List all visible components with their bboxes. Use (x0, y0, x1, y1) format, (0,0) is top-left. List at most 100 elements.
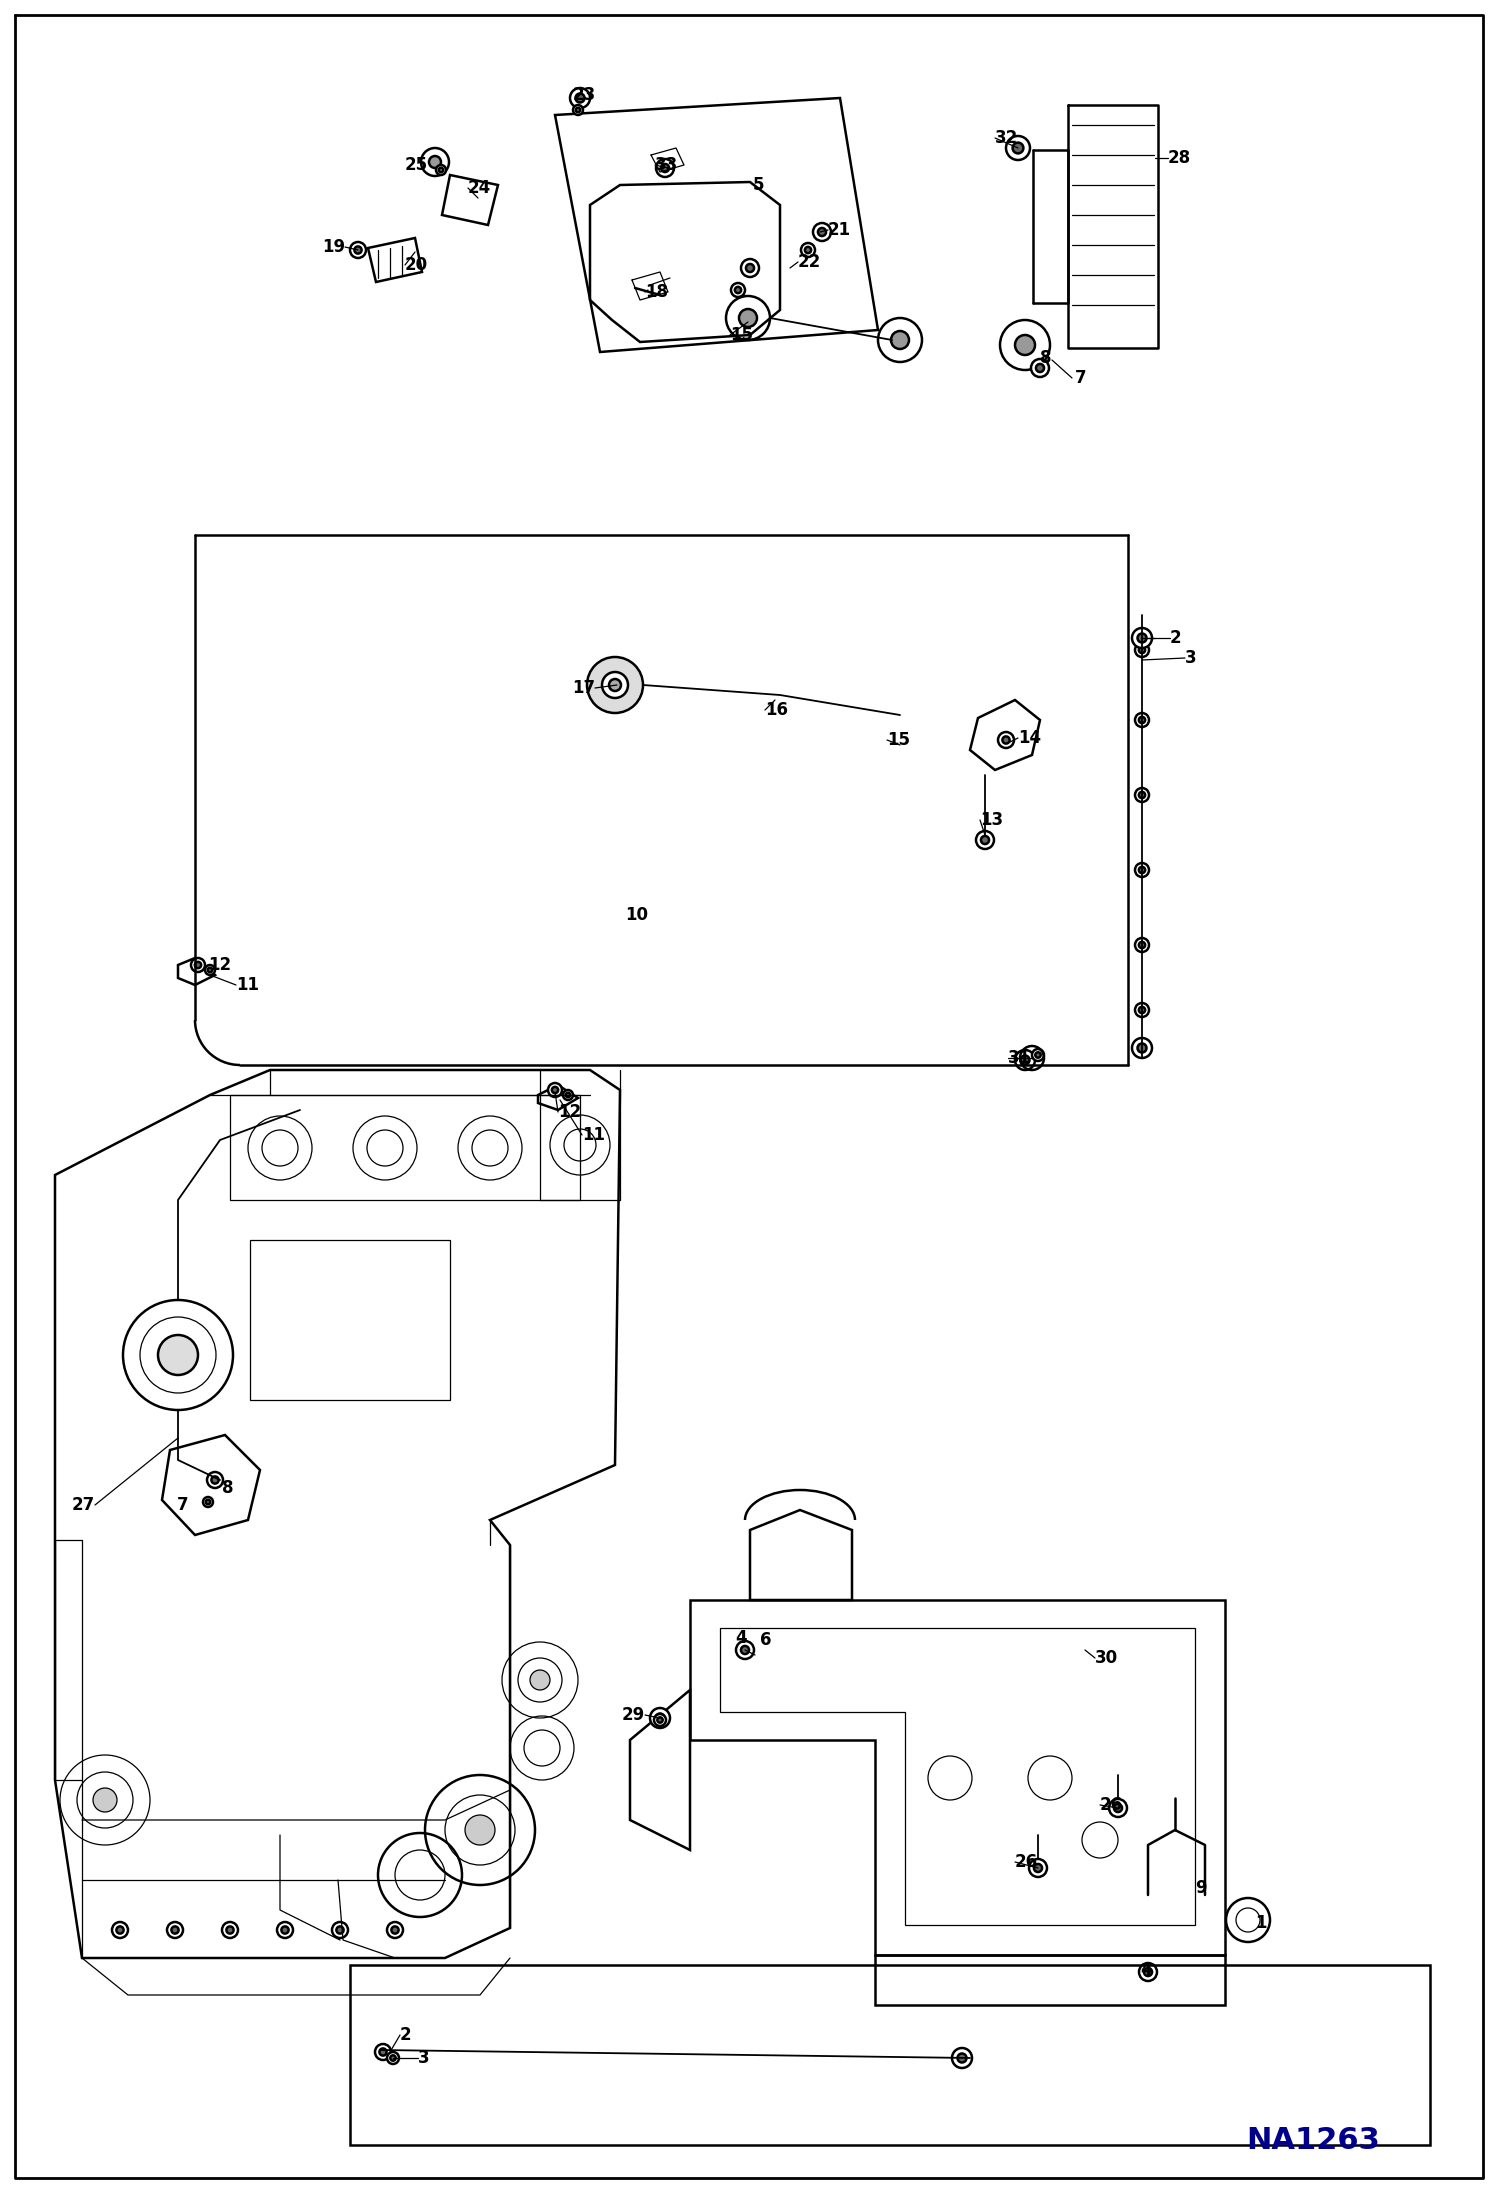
Circle shape (571, 88, 590, 107)
Circle shape (166, 1921, 183, 1939)
Circle shape (1016, 1050, 1035, 1070)
Text: 3: 3 (1185, 649, 1197, 667)
Circle shape (1144, 1967, 1152, 1976)
Circle shape (566, 1092, 571, 1096)
Text: 17: 17 (572, 680, 595, 697)
Circle shape (731, 283, 745, 296)
Circle shape (1002, 737, 1010, 743)
Text: 15: 15 (730, 327, 753, 344)
Circle shape (1035, 1053, 1041, 1057)
Circle shape (355, 246, 361, 254)
Text: 9: 9 (1195, 1879, 1206, 1897)
Text: 26: 26 (1100, 1796, 1124, 1814)
Circle shape (548, 1083, 562, 1096)
Text: 7: 7 (177, 1496, 189, 1513)
Circle shape (551, 1088, 559, 1092)
Circle shape (171, 1925, 178, 1934)
Circle shape (205, 1500, 210, 1504)
Circle shape (436, 164, 446, 175)
Circle shape (379, 2048, 386, 2055)
Text: NA1263: NA1263 (1246, 2125, 1380, 2156)
Text: 33: 33 (655, 156, 679, 173)
Circle shape (658, 1717, 662, 1724)
Circle shape (1109, 1798, 1126, 1818)
Circle shape (428, 156, 440, 169)
Circle shape (530, 1671, 550, 1691)
Circle shape (656, 160, 674, 178)
Text: 25: 25 (404, 156, 428, 173)
Text: 19: 19 (322, 239, 345, 257)
Circle shape (1031, 360, 1049, 377)
Text: 7: 7 (1076, 368, 1086, 386)
Text: 18: 18 (646, 283, 668, 300)
Text: 4: 4 (1140, 1961, 1152, 1978)
Circle shape (195, 963, 201, 967)
Circle shape (977, 831, 995, 849)
Circle shape (351, 241, 366, 259)
Text: 30: 30 (1095, 1649, 1118, 1667)
Circle shape (1115, 1805, 1122, 1811)
Text: 27: 27 (72, 1496, 94, 1513)
Text: 13: 13 (980, 811, 1004, 829)
Text: 3: 3 (418, 2048, 430, 2068)
Circle shape (117, 1925, 124, 1934)
Circle shape (602, 671, 628, 697)
Text: 32: 32 (995, 129, 1019, 147)
Circle shape (998, 732, 1014, 748)
Circle shape (957, 2053, 966, 2061)
Text: 5: 5 (753, 175, 764, 193)
Circle shape (575, 107, 580, 112)
Circle shape (1132, 1037, 1152, 1057)
Circle shape (208, 967, 213, 971)
Circle shape (656, 1713, 665, 1722)
Text: 31: 31 (1008, 1048, 1031, 1068)
Circle shape (464, 1816, 494, 1844)
Circle shape (1137, 1044, 1146, 1053)
Text: 16: 16 (765, 702, 788, 719)
Circle shape (391, 2055, 395, 2061)
Circle shape (374, 2044, 391, 2059)
Circle shape (226, 1925, 234, 1934)
Text: 21: 21 (828, 221, 851, 239)
Circle shape (222, 1921, 238, 1939)
Circle shape (1016, 336, 1035, 355)
Circle shape (1138, 1007, 1144, 1013)
Circle shape (981, 836, 989, 844)
Circle shape (282, 1925, 289, 1934)
Circle shape (1029, 1860, 1047, 1877)
Circle shape (891, 331, 909, 349)
Circle shape (746, 263, 753, 272)
Circle shape (1135, 864, 1149, 877)
Circle shape (439, 167, 443, 173)
Text: 14: 14 (1019, 728, 1041, 748)
Circle shape (813, 224, 831, 241)
Text: 1: 1 (1255, 1914, 1266, 1932)
Circle shape (650, 1708, 670, 1728)
Circle shape (192, 958, 205, 971)
Text: 28: 28 (1168, 149, 1191, 167)
Circle shape (386, 2053, 398, 2064)
Circle shape (804, 248, 810, 252)
Circle shape (205, 965, 216, 976)
Circle shape (1138, 792, 1144, 798)
Circle shape (1137, 634, 1146, 643)
Circle shape (1020, 1055, 1029, 1064)
Circle shape (1135, 939, 1149, 952)
Circle shape (587, 658, 643, 713)
Circle shape (1138, 1963, 1156, 1980)
Circle shape (661, 164, 670, 171)
Circle shape (953, 2048, 972, 2068)
Text: 11: 11 (583, 1125, 605, 1145)
Circle shape (211, 1476, 219, 1485)
Circle shape (277, 1921, 294, 1939)
Circle shape (739, 309, 756, 327)
Text: 22: 22 (798, 252, 821, 272)
Circle shape (386, 1921, 403, 1939)
Circle shape (1135, 643, 1149, 658)
Circle shape (1135, 787, 1149, 803)
Text: 6: 6 (759, 1632, 771, 1649)
Circle shape (337, 1925, 343, 1934)
Circle shape (1135, 1002, 1149, 1018)
Circle shape (207, 1472, 223, 1489)
Text: 23: 23 (574, 86, 596, 103)
